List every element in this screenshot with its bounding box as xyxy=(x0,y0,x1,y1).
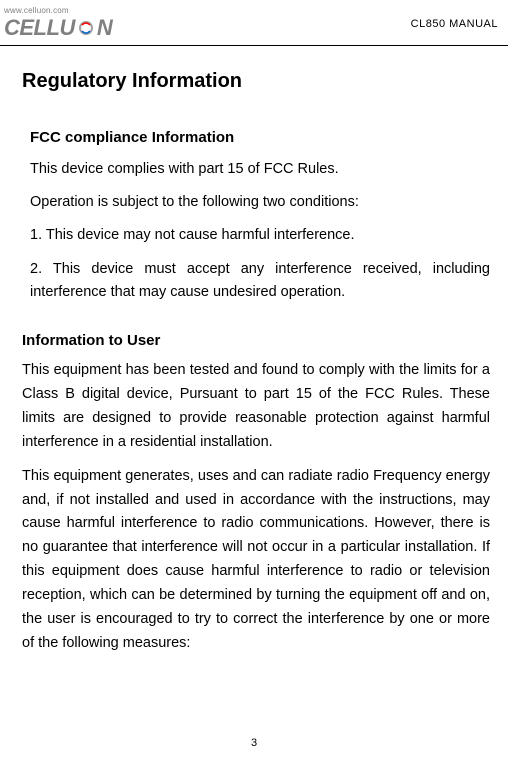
page-number: 3 xyxy=(0,737,508,749)
logo: www.celluon.com CELLU N xyxy=(4,6,112,41)
logo-block: www.celluon.com CELLU N xyxy=(4,6,112,41)
page-header: www.celluon.com CELLU N CL850 MANUAL xyxy=(0,0,508,46)
section1-heading: FCC compliance Information xyxy=(30,129,490,146)
logo-text-part1: CELLU xyxy=(4,15,75,41)
logo-url: www.celluon.com xyxy=(4,6,112,15)
main-heading: Regulatory Information xyxy=(22,70,490,93)
manual-label: CL850 MANUAL xyxy=(411,18,498,30)
section2-p1: This equipment has been tested and found… xyxy=(22,359,490,455)
page-content: Regulatory Information FCC compliance In… xyxy=(0,46,508,656)
section2-p2: This equipment generates, uses and can r… xyxy=(22,465,490,656)
logo-text: CELLU N xyxy=(4,15,112,41)
section2-heading: Information to User xyxy=(22,332,490,349)
logo-icon xyxy=(76,19,96,37)
section1-p3: 1. This device may not cause harmful int… xyxy=(30,224,490,247)
section1-p2: Operation is subject to the following tw… xyxy=(30,191,490,214)
section1-p4: 2. This device must accept any interfere… xyxy=(30,258,490,304)
section1-p1: This device complies with part 15 of FCC… xyxy=(30,158,490,181)
logo-text-part2: N xyxy=(97,15,112,41)
